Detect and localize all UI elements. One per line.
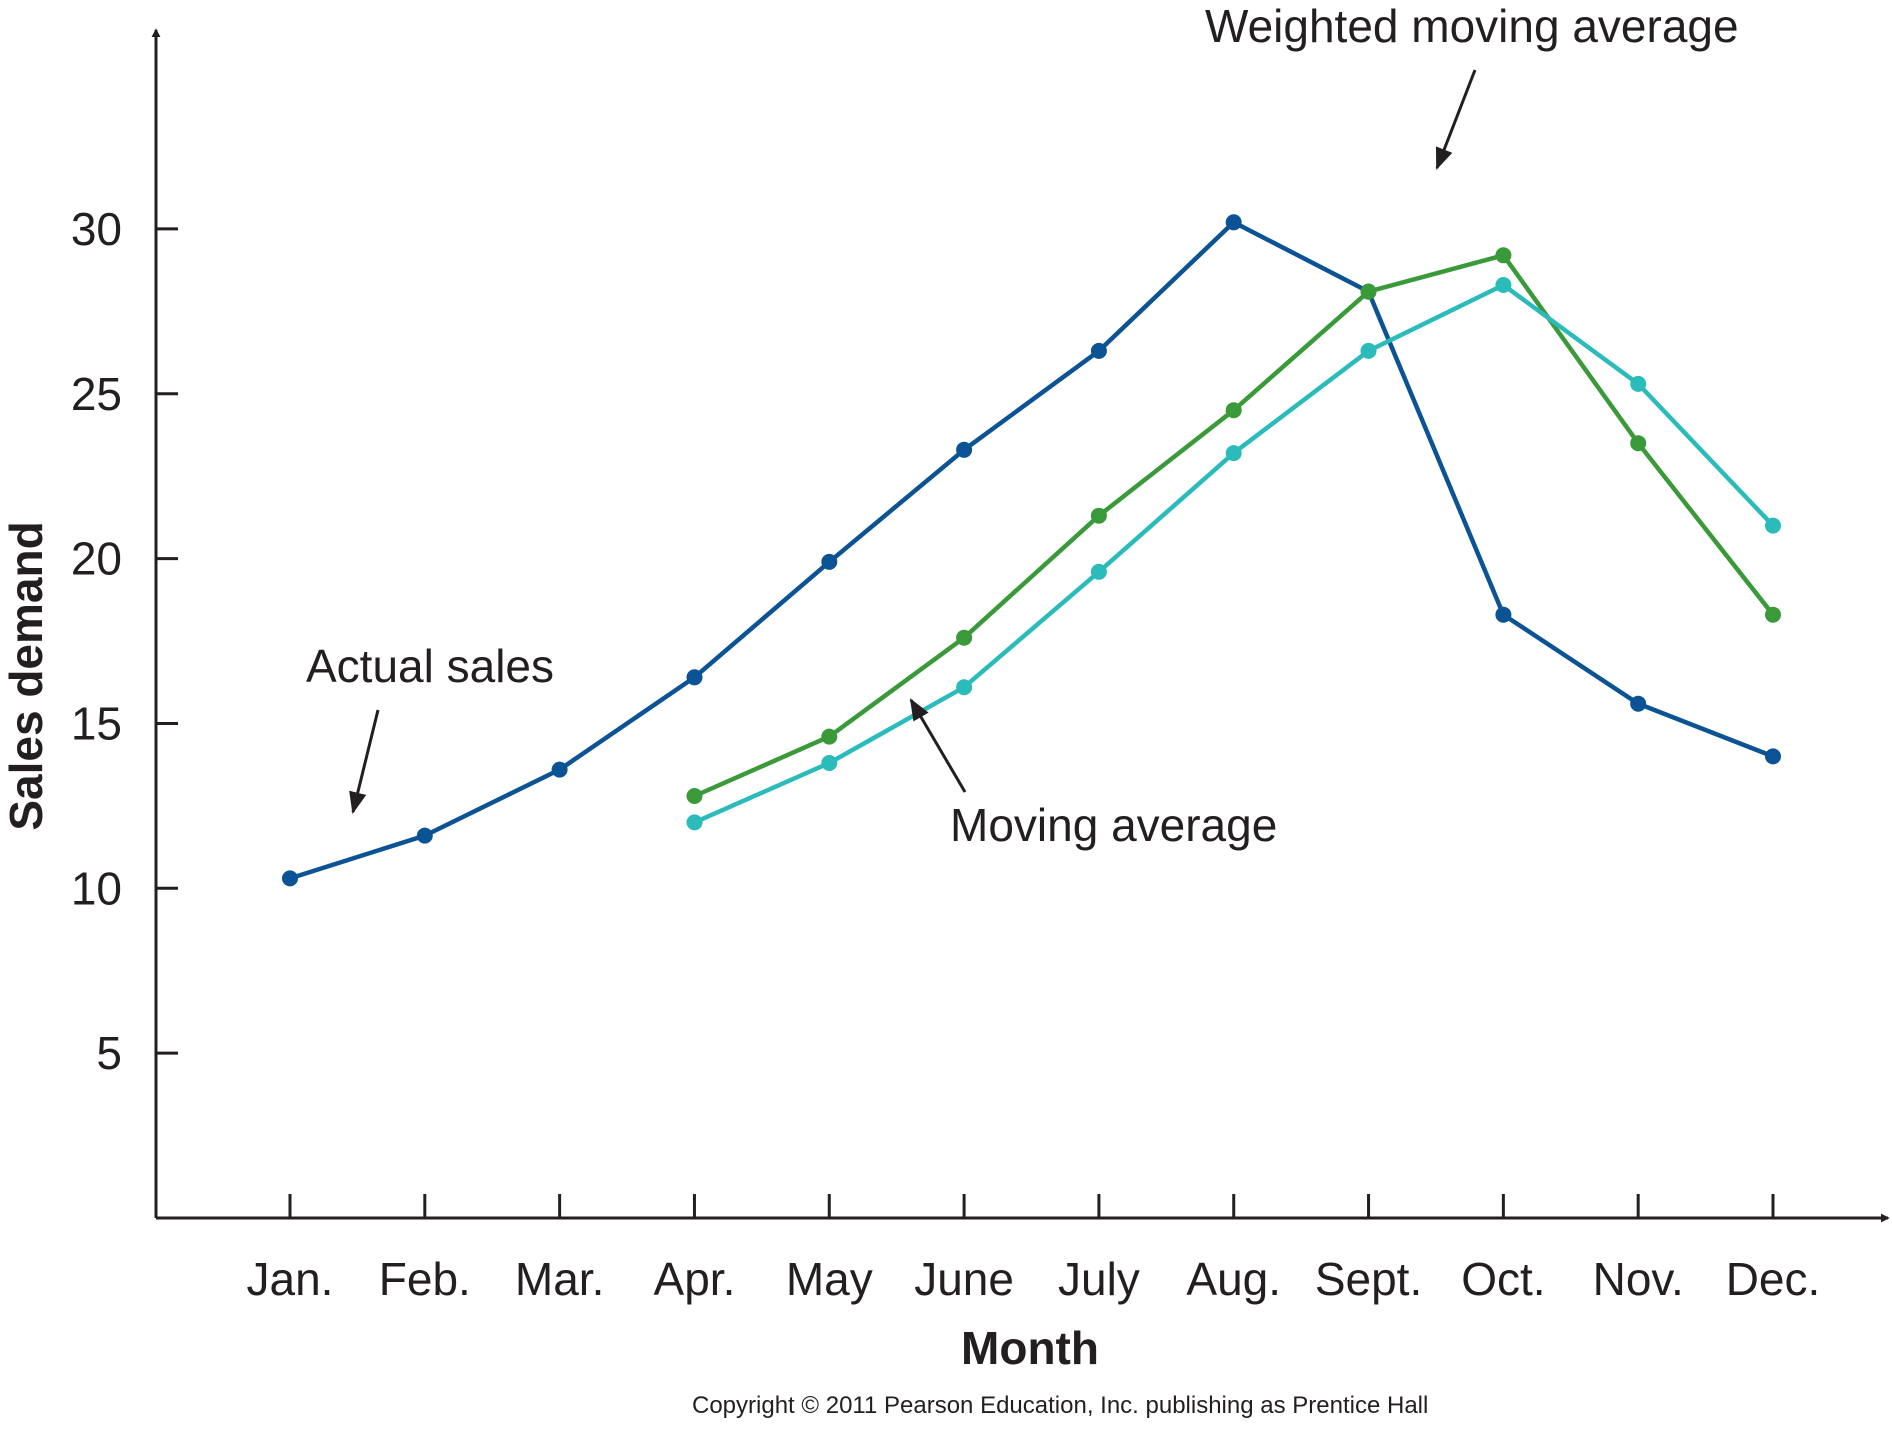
axes bbox=[151, 28, 1890, 1223]
x-tick-label: June bbox=[914, 1253, 1014, 1305]
data-point-actual-sales bbox=[1225, 214, 1242, 231]
data-point-weighted-moving-average bbox=[1360, 283, 1377, 300]
data-point-moving-average bbox=[1630, 375, 1647, 392]
data-point-actual-sales bbox=[956, 441, 973, 458]
y-tick-label: 30 bbox=[71, 203, 122, 255]
x-tick-label: Apr. bbox=[654, 1253, 736, 1305]
data-point-weighted-moving-average bbox=[1495, 247, 1512, 264]
x-tick-label: Jan. bbox=[247, 1253, 334, 1305]
y-tick-label: 15 bbox=[71, 697, 122, 749]
series-line-actual-sales bbox=[289, 220, 1774, 881]
annotations: Actual sales Weighted moving average Mov… bbox=[306, 0, 1739, 851]
x-tick-label: Mar. bbox=[515, 1253, 604, 1305]
y-tick-label: 20 bbox=[71, 533, 122, 585]
x-tick-label: Feb. bbox=[379, 1253, 471, 1305]
annotation-moving-average: Moving average bbox=[950, 799, 1277, 851]
annotation-moving-average-arrow bbox=[909, 698, 967, 793]
series-moving-average bbox=[686, 277, 1781, 831]
x-axis-title: Month bbox=[961, 1322, 1099, 1374]
x-tick-label: Oct. bbox=[1461, 1253, 1545, 1305]
y-tick-label: 10 bbox=[71, 862, 122, 914]
x-tick-label: Sept. bbox=[1315, 1253, 1422, 1305]
data-point-weighted-moving-average bbox=[1765, 606, 1781, 623]
data-point-actual-sales bbox=[686, 669, 703, 686]
data-point-actual-sales bbox=[551, 761, 568, 778]
data-point-moving-average bbox=[1360, 342, 1377, 359]
series-line-moving-average bbox=[693, 282, 1775, 825]
data-point-weighted-moving-average bbox=[956, 629, 973, 646]
annotation-weighted-moving-average: Weighted moving average bbox=[1205, 0, 1739, 52]
series-line-weighted-moving-average bbox=[693, 253, 1775, 799]
data-point-weighted-moving-average bbox=[1630, 435, 1647, 452]
annotation-actual-sales: Actual sales bbox=[306, 640, 554, 692]
data-point-moving-average bbox=[686, 814, 703, 831]
series-layer bbox=[282, 214, 1781, 887]
data-point-actual-sales bbox=[1090, 342, 1107, 359]
data-point-weighted-moving-average bbox=[1090, 507, 1107, 524]
data-point-moving-average bbox=[1765, 517, 1781, 534]
data-point-actual-sales bbox=[1765, 748, 1781, 765]
data-point-moving-average bbox=[1225, 445, 1242, 462]
data-point-weighted-moving-average bbox=[686, 788, 703, 804]
x-tick-label: May bbox=[786, 1253, 873, 1305]
y-tick-label: 25 bbox=[71, 368, 122, 420]
x-tick-label: Aug. bbox=[1186, 1253, 1281, 1305]
x-tick-label: July bbox=[1058, 1253, 1140, 1305]
data-point-moving-average bbox=[1090, 563, 1107, 580]
y-tick-label: 5 bbox=[96, 1027, 122, 1079]
x-tick-label: Dec. bbox=[1726, 1253, 1821, 1305]
data-point-weighted-moving-average bbox=[1225, 402, 1242, 419]
annotation-actual-sales-arrow bbox=[349, 709, 380, 815]
data-point-actual-sales bbox=[1495, 606, 1512, 623]
annotation-weighted-moving-average-arrow bbox=[1435, 69, 1477, 171]
data-point-weighted-moving-average bbox=[821, 728, 838, 745]
data-point-actual-sales bbox=[1630, 695, 1647, 712]
data-point-moving-average bbox=[821, 755, 838, 771]
series-actual-sales bbox=[282, 214, 1781, 887]
copyright-text: Copyright © 2011 Pearson Education, Inc.… bbox=[692, 1392, 1428, 1419]
ticks: 5 10 15 20 25 30 Jan. Feb. Mar. Apr. May June July Au… bbox=[71, 203, 1820, 1305]
data-point-moving-average bbox=[1495, 277, 1512, 293]
data-point-actual-sales bbox=[821, 553, 838, 570]
data-point-actual-sales bbox=[282, 870, 298, 887]
x-tick-label: Nov. bbox=[1593, 1253, 1684, 1305]
series-weighted-moving-average bbox=[686, 247, 1781, 804]
data-point-actual-sales bbox=[416, 827, 433, 844]
y-axis-title: Sales demand bbox=[0, 521, 52, 830]
data-point-moving-average bbox=[956, 679, 973, 696]
